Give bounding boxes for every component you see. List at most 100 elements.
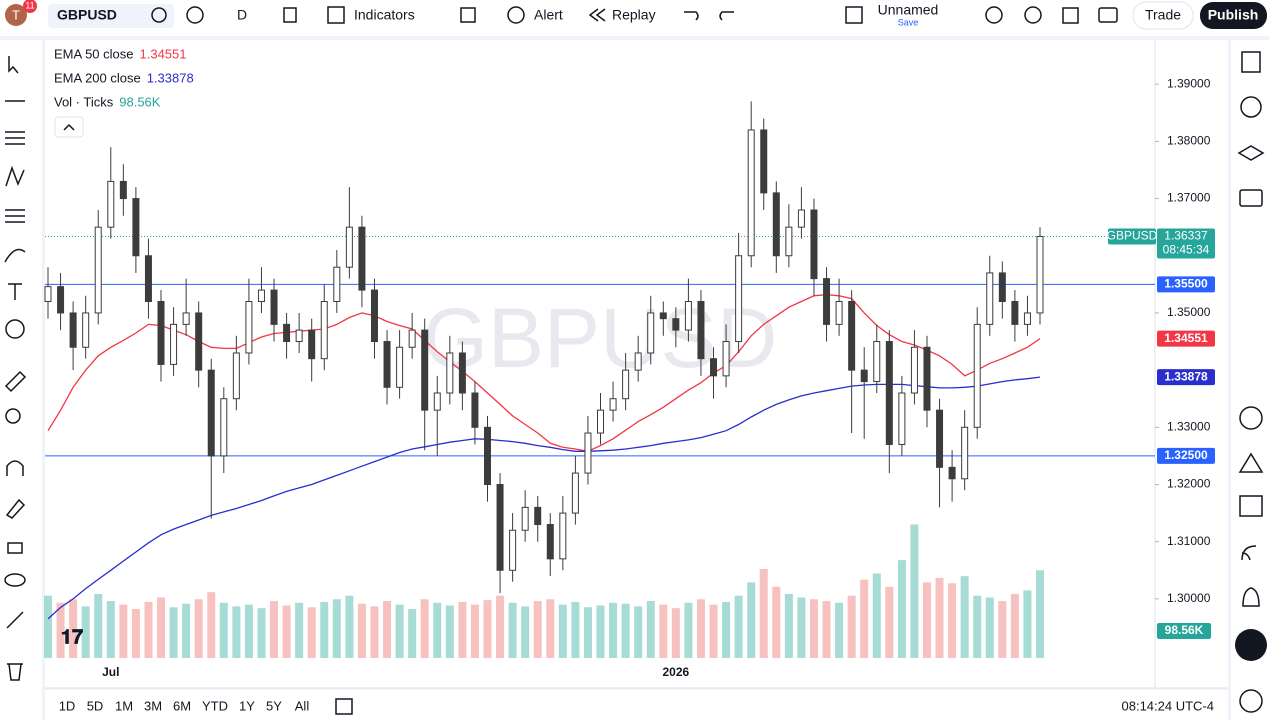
magnet-tool[interactable] bbox=[6, 460, 24, 476]
candle-body bbox=[458, 352, 466, 394]
candle-body bbox=[471, 392, 479, 428]
collapse-legend[interactable] bbox=[54, 116, 84, 138]
volume-bar bbox=[244, 604, 253, 658]
templates-icon[interactable] bbox=[460, 7, 476, 23]
symbol-search[interactable] bbox=[48, 4, 174, 28]
cursor-tool[interactable] bbox=[8, 56, 19, 74]
range-button[interactable]: 5D bbox=[87, 698, 104, 713]
range-button[interactable]: 3M bbox=[144, 698, 162, 713]
badge bbox=[23, 0, 37, 13]
volume-bar bbox=[985, 597, 994, 658]
replay-button[interactable]: Replay bbox=[612, 7, 656, 23]
range-button[interactable]: 5Y bbox=[266, 698, 282, 713]
date-range-icon[interactable] bbox=[335, 698, 353, 715]
clock: 08:14:24 UTC-4 bbox=[1122, 698, 1215, 713]
range-button[interactable]: YTD bbox=[202, 698, 228, 713]
candle-body bbox=[910, 346, 918, 394]
symbol[interactable]: GBPUSD bbox=[57, 7, 117, 23]
avatar[interactable] bbox=[5, 4, 27, 26]
watchlist-icon[interactable] bbox=[1241, 51, 1261, 73]
range-button[interactable]: 1D bbox=[59, 698, 76, 713]
candle-body bbox=[107, 180, 115, 228]
help-icon[interactable] bbox=[1239, 689, 1263, 713]
candle-body bbox=[396, 346, 404, 388]
projection-tool[interactable] bbox=[5, 209, 25, 223]
volume-bar bbox=[772, 586, 781, 658]
volume-bar bbox=[232, 606, 241, 658]
volume-bar bbox=[935, 577, 944, 658]
quick-search-icon[interactable] bbox=[985, 6, 1003, 24]
indicators-button[interactable]: Indicators bbox=[354, 7, 415, 23]
range-button[interactable]: 1M bbox=[115, 698, 133, 713]
volume-bar bbox=[56, 602, 65, 658]
measure-tool[interactable] bbox=[4, 370, 27, 393]
candle-body bbox=[1036, 235, 1044, 314]
candle-body bbox=[973, 323, 981, 428]
symbol-label: GBPUSD bbox=[1107, 229, 1158, 243]
range-button[interactable]: 6M bbox=[173, 698, 191, 713]
volume-bar bbox=[1036, 570, 1044, 658]
apps-button[interactable] bbox=[1235, 629, 1267, 661]
trade-button[interactable]: Trade bbox=[1145, 7, 1181, 23]
alert-button[interactable]: Alert bbox=[534, 7, 563, 23]
volume-bar bbox=[659, 604, 668, 658]
candle-body bbox=[295, 329, 303, 343]
trade-button-frame[interactable] bbox=[1132, 1, 1194, 30]
brush-tool[interactable] bbox=[4, 248, 26, 263]
link-tool[interactable] bbox=[6, 611, 24, 629]
ideas-icon[interactable] bbox=[1238, 452, 1264, 473]
range-button[interactable]: 1Y bbox=[239, 698, 255, 713]
settings-icon[interactable] bbox=[1024, 6, 1042, 24]
volume-bar bbox=[106, 601, 115, 658]
target-icon[interactable] bbox=[1239, 406, 1263, 430]
range-button[interactable]: All bbox=[295, 698, 310, 713]
pattern-tool[interactable] bbox=[5, 165, 25, 187]
layout-name[interactable]: Unnamed bbox=[878, 2, 939, 18]
publish-button-frame[interactable] bbox=[1200, 2, 1267, 29]
volume-bar bbox=[922, 582, 931, 658]
fullscreen-icon[interactable] bbox=[1062, 7, 1079, 24]
level-label: 1.35500 bbox=[1164, 277, 1208, 291]
candle-body bbox=[684, 301, 692, 331]
candle-body bbox=[923, 346, 931, 411]
chat-icon[interactable] bbox=[1239, 189, 1263, 207]
interval[interactable]: D bbox=[237, 7, 247, 23]
level-label: 1.32500 bbox=[1164, 448, 1208, 462]
lock-tool[interactable] bbox=[7, 542, 23, 554]
volume-bar bbox=[420, 599, 429, 658]
redo-icon[interactable] bbox=[719, 11, 734, 21]
layout-icon[interactable] bbox=[845, 6, 863, 24]
alerts-icon[interactable] bbox=[1240, 96, 1262, 118]
y-tick-label: 1.30000 bbox=[1167, 591, 1211, 605]
layers-icon[interactable] bbox=[1237, 145, 1265, 161]
replay-icon[interactable] bbox=[588, 8, 606, 22]
visibility-tool[interactable] bbox=[4, 573, 26, 587]
volume-bar bbox=[747, 582, 756, 658]
icon-tool[interactable] bbox=[5, 319, 25, 339]
fib-tool[interactable] bbox=[5, 131, 25, 145]
volume-bar bbox=[521, 606, 530, 658]
notifications-icon[interactable] bbox=[1242, 587, 1260, 607]
add-symbol-icon[interactable] bbox=[186, 6, 204, 24]
candle-body bbox=[1023, 312, 1031, 325]
publish-button[interactable]: Publish bbox=[1208, 7, 1259, 23]
snapshot-icon[interactable] bbox=[1098, 7, 1118, 23]
candle-body bbox=[157, 301, 165, 365]
delete-tool[interactable] bbox=[7, 663, 23, 681]
candle-body bbox=[69, 312, 77, 348]
compare-icon[interactable] bbox=[151, 7, 167, 23]
alert-icon[interactable] bbox=[507, 6, 525, 24]
stream-icon[interactable] bbox=[1241, 545, 1257, 561]
text-tool[interactable] bbox=[8, 283, 22, 300]
volume-bar bbox=[257, 608, 266, 658]
volume-bar bbox=[847, 595, 856, 658]
calendar-icon[interactable] bbox=[1239, 495, 1263, 517]
chart-type-icon[interactable] bbox=[283, 7, 297, 23]
indicators-icon[interactable] bbox=[327, 6, 345, 24]
candle-body bbox=[44, 286, 52, 303]
draw-mode-tool[interactable] bbox=[5, 498, 26, 519]
volume-label: 98.56K bbox=[1165, 623, 1204, 637]
undo-icon[interactable] bbox=[684, 11, 699, 21]
zoom-tool[interactable] bbox=[5, 408, 21, 424]
volume-bar bbox=[571, 601, 580, 658]
